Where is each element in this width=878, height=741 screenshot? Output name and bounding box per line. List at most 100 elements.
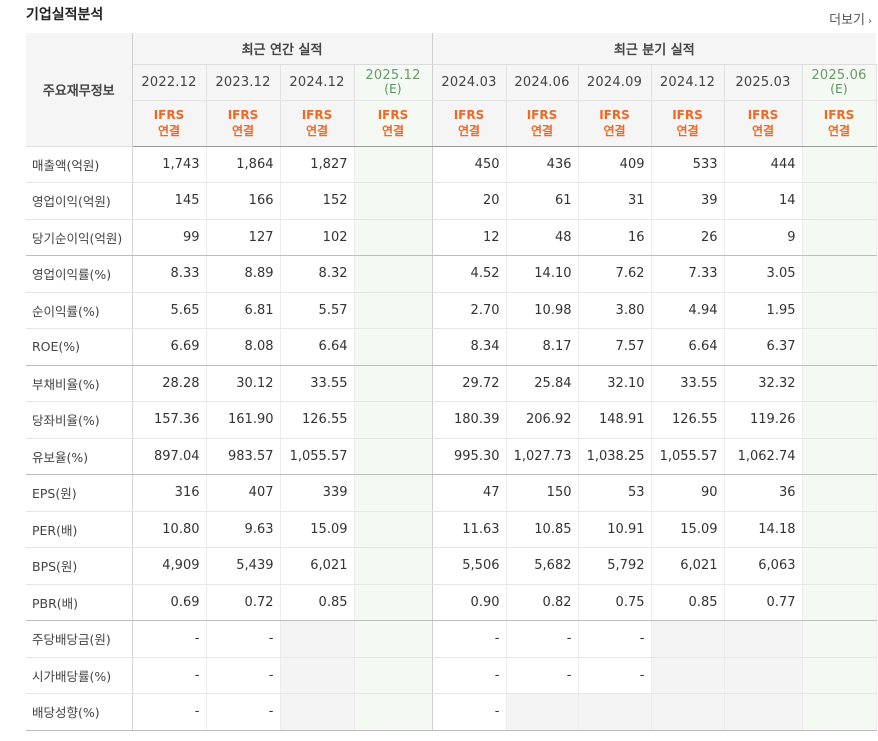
table-cell: 127 bbox=[206, 219, 281, 256]
table-cell bbox=[802, 328, 877, 366]
table-cell bbox=[280, 620, 355, 658]
more-link-label: 더보기 bbox=[829, 13, 865, 28]
table-row: 시가배당률(%) - - - - - bbox=[26, 657, 877, 694]
table-cell: 1,864 bbox=[206, 146, 281, 183]
table-cell bbox=[354, 219, 433, 256]
period-label: 2025.06 bbox=[811, 67, 867, 83]
row-label: 시가배당률(%) bbox=[26, 657, 133, 694]
table-row: 순이익률(%) 5.65 6.81 5.57 2.70 10.98 3.80 4.94 1.95 bbox=[26, 292, 877, 329]
table-row: EPS(원) 316 407 339 47 150 53 90 36 bbox=[26, 474, 877, 512]
row-label: 영업이익(억원) bbox=[26, 182, 133, 220]
section-title: 기업실적분석 bbox=[26, 7, 104, 23]
table-cell: - bbox=[506, 657, 579, 694]
table-cell: 14.10 bbox=[506, 255, 579, 293]
table-cell: 148.91 bbox=[578, 401, 652, 439]
table-cell bbox=[802, 219, 877, 256]
table-cell bbox=[802, 365, 877, 402]
row-label: 주당배당금(원) bbox=[26, 620, 133, 658]
table-cell: 161.90 bbox=[206, 401, 281, 439]
table-row: 영업이익(억원) 145 166 152 20 61 31 39 14 bbox=[26, 182, 877, 220]
table-cell: 47 bbox=[432, 474, 507, 512]
table-cell: 30.12 bbox=[206, 365, 281, 402]
table-cell: 339 bbox=[280, 474, 355, 512]
table-cell: 1.95 bbox=[724, 292, 803, 329]
accounting-consolidated: 연결 bbox=[381, 124, 405, 138]
accounting-ifrs: IFRS bbox=[823, 108, 855, 122]
row-label: BPS(원) bbox=[26, 547, 133, 585]
more-link[interactable]: 더보기 › bbox=[829, 9, 872, 28]
accounting-consolidated: 연결 bbox=[231, 124, 255, 138]
table-cell: 5,439 bbox=[206, 547, 281, 585]
accounting-standard: IFRS 연결 bbox=[432, 100, 507, 147]
estimate-mark: (E) bbox=[830, 81, 848, 96]
table-cell: 407 bbox=[206, 474, 281, 512]
period-header: 2025.06 (E) bbox=[802, 64, 877, 101]
table-cell: 10.80 bbox=[132, 511, 207, 548]
table-cell: 145 bbox=[132, 182, 207, 220]
accounting-consolidated: 연결 bbox=[827, 124, 851, 138]
table-cell bbox=[802, 620, 877, 658]
table-cell bbox=[802, 255, 877, 293]
table-cell bbox=[354, 693, 433, 731]
table-cell: 8.08 bbox=[206, 328, 281, 366]
accounting-ifrs: IFRS bbox=[377, 108, 409, 122]
table-cell: 10.91 bbox=[578, 511, 652, 548]
accounting-ifrs: IFRS bbox=[153, 108, 185, 122]
table-cell bbox=[280, 657, 355, 694]
period-label: 2025.12 bbox=[365, 67, 421, 83]
table-cell: 31 bbox=[578, 182, 652, 220]
table-cell: 983.57 bbox=[206, 438, 281, 475]
period-header: 2024.03 bbox=[432, 64, 507, 101]
table-cell: 450 bbox=[432, 146, 507, 183]
table-cell: - bbox=[578, 657, 652, 694]
table-cell bbox=[354, 182, 433, 220]
accounting-consolidated: 연결 bbox=[676, 124, 699, 138]
table-cell: 2.70 bbox=[432, 292, 507, 329]
period-header: 2025.03 bbox=[724, 64, 803, 101]
table-cell: 0.90 bbox=[432, 584, 507, 621]
row-label: PER(배) bbox=[26, 511, 133, 548]
accounting-standard: IFRS 연결 bbox=[506, 100, 579, 147]
table-cell: 150 bbox=[506, 474, 579, 512]
table-cell bbox=[354, 657, 433, 694]
table-cell: 12 bbox=[432, 219, 507, 256]
table-cell: 4,909 bbox=[132, 547, 207, 585]
table-cell bbox=[354, 620, 433, 658]
group-quarterly: 최근 분기 실적 bbox=[432, 33, 877, 65]
accounting-ifrs: IFRS bbox=[747, 108, 779, 122]
table-cell: 444 bbox=[724, 146, 803, 183]
table-cell bbox=[354, 584, 433, 621]
table-cell: 5.57 bbox=[280, 292, 355, 329]
table-cell: 126.55 bbox=[280, 401, 355, 439]
table-cell: 119.26 bbox=[724, 401, 803, 439]
table-cell: 0.85 bbox=[651, 584, 725, 621]
table-row: PER(배) 10.80 9.63 15.09 11.63 10.85 10.91 15.09… bbox=[26, 511, 877, 548]
table-cell: 53 bbox=[578, 474, 652, 512]
period-header: 2022.12 bbox=[132, 64, 207, 101]
table-cell: - bbox=[432, 620, 507, 658]
table-cell: 15.09 bbox=[651, 511, 725, 548]
chevron-right-icon: › bbox=[868, 16, 872, 27]
table-cell bbox=[354, 547, 433, 585]
table-cell: 5,792 bbox=[578, 547, 652, 585]
table-cell: 14 bbox=[724, 182, 803, 220]
table-row: 당기순이익(억원) 99 127 102 12 48 16 26 9 bbox=[26, 219, 877, 256]
table-cell: 166 bbox=[206, 182, 281, 220]
accounting-standard: IFRS 연결 bbox=[132, 100, 207, 147]
financial-table: 주요재무정보 최근 연간 실적 최근 분기 실적 2022.12 2023.12 2… bbox=[26, 33, 877, 731]
accounting-consolidated: 연결 bbox=[157, 124, 181, 138]
table-cell: 152 bbox=[280, 182, 355, 220]
table-cell: 6.69 bbox=[132, 328, 207, 366]
table-cell: 1,055.57 bbox=[280, 438, 355, 475]
table-row: 배당성향(%) - - - bbox=[26, 693, 877, 731]
accounting-standard: IFRS 연결 bbox=[578, 100, 652, 147]
accounting-standard: IFRS 연결 bbox=[280, 100, 355, 147]
table-row: 영업이익률(%) 8.33 8.89 8.32 4.52 14.10 7.62 7.33 3.0… bbox=[26, 255, 877, 293]
table-cell: 10.85 bbox=[506, 511, 579, 548]
table-cell: 7.33 bbox=[651, 255, 725, 293]
table-cell: 16 bbox=[578, 219, 652, 256]
table-cell bbox=[802, 401, 877, 439]
table-cell bbox=[354, 401, 433, 439]
period-header: 2024.09 bbox=[578, 64, 652, 101]
table-row: 유보율(%) 897.04 983.57 1,055.57 995.30 1,027.73… bbox=[26, 438, 877, 475]
